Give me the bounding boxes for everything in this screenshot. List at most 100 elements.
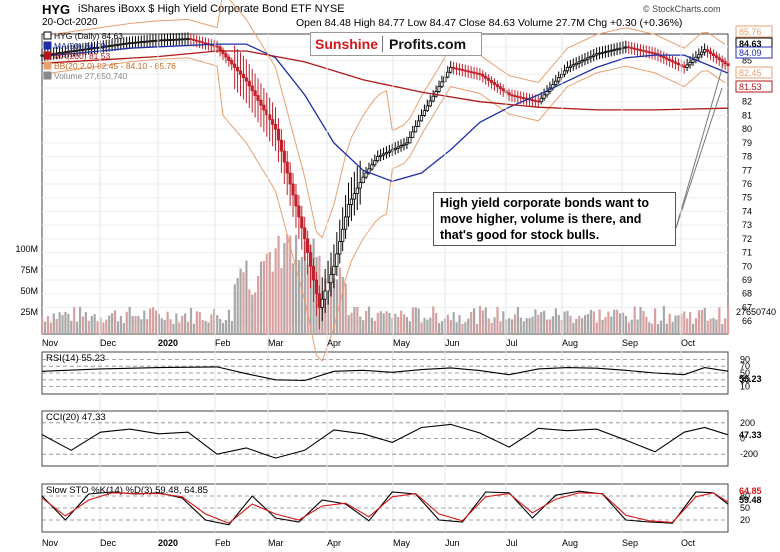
x-axis-label-top: Oct xyxy=(681,338,696,348)
volume-bar xyxy=(519,317,522,334)
volume-bar xyxy=(557,315,560,334)
price-candle-body xyxy=(668,58,672,61)
chart-date: 20-Oct-2020 xyxy=(42,17,98,28)
price-candle-body xyxy=(323,290,327,300)
price-axis-tick: 67 xyxy=(742,302,752,312)
volume-bar xyxy=(303,241,306,334)
price-candle-body xyxy=(151,40,155,42)
volume-axis-tick: 100M xyxy=(15,244,38,254)
price-candle-body xyxy=(171,38,175,41)
price-candle-body xyxy=(662,56,666,59)
price-candle-body xyxy=(519,96,523,99)
volume-bar xyxy=(146,319,149,334)
volume-bar xyxy=(96,321,99,334)
volume-bar xyxy=(473,308,476,334)
x-axis-label-bottom: Apr xyxy=(327,538,341,548)
volume-axis-tick: 75M xyxy=(20,265,38,275)
volume-bar xyxy=(516,307,520,334)
volume-bar xyxy=(423,317,426,334)
x-axis-label-top: Mar xyxy=(268,338,284,348)
price-candle-body xyxy=(592,54,596,57)
volume-bar xyxy=(119,315,123,334)
volume-bar xyxy=(551,316,555,334)
price-candle-body xyxy=(230,60,234,65)
price-axis-tick: 80 xyxy=(742,124,752,134)
price-candle-body xyxy=(364,172,368,178)
ma50-line xyxy=(41,43,729,182)
price-candle-body xyxy=(705,49,710,53)
volume-bar xyxy=(344,283,347,334)
price-candle-body xyxy=(650,51,654,54)
price-candle-body xyxy=(250,85,254,92)
price-candle-body xyxy=(554,80,558,85)
price-candle-body xyxy=(586,57,590,60)
price-candle-body xyxy=(638,49,643,51)
volume-bar xyxy=(391,317,394,334)
volume-bar xyxy=(671,321,674,334)
volume-bar xyxy=(43,321,47,334)
price-candle-body xyxy=(428,100,432,107)
price-candle-body xyxy=(125,42,129,45)
volume-bar xyxy=(581,318,584,334)
price-candle-body xyxy=(589,56,593,59)
volume-bar xyxy=(365,310,368,334)
volume-bar xyxy=(548,319,552,334)
price-candle-body xyxy=(635,48,640,51)
price-candle-body xyxy=(276,128,281,141)
volume-bar xyxy=(236,277,239,334)
volume-bar xyxy=(213,308,216,334)
volume-bar xyxy=(134,316,137,334)
price-candle-body xyxy=(703,49,707,53)
volume-bar xyxy=(207,322,210,334)
volume-bar xyxy=(402,314,406,334)
volume-bar xyxy=(432,306,435,334)
volume-bar xyxy=(151,307,155,334)
price-candle-body xyxy=(177,38,181,41)
volume-bar xyxy=(630,319,633,334)
volume-bar xyxy=(248,289,251,334)
volume-bar xyxy=(583,315,587,334)
volume-bar xyxy=(210,314,213,334)
volume-bar xyxy=(367,306,371,334)
volume-bar xyxy=(654,308,657,334)
volume-bar xyxy=(125,311,128,334)
price-candle-body xyxy=(670,60,675,63)
volume-bar xyxy=(534,309,537,334)
price-candle-body xyxy=(419,115,424,122)
price-candle-body xyxy=(495,84,499,88)
price-candle-body xyxy=(481,73,485,77)
volume-bar xyxy=(52,313,55,334)
volume-bar xyxy=(251,294,254,334)
volume-bar xyxy=(195,311,198,334)
volume-bar xyxy=(668,313,671,334)
volume-bar xyxy=(435,312,438,334)
volume-bar xyxy=(359,316,362,334)
price-candle-body xyxy=(510,94,514,97)
volume-bar xyxy=(478,306,482,334)
price-candle-body xyxy=(530,99,535,102)
legend-swatch xyxy=(43,41,52,50)
price-candle-body xyxy=(355,187,359,195)
price-candle-body xyxy=(233,63,237,68)
volume-bar xyxy=(496,306,499,334)
volume-bar xyxy=(656,323,660,334)
price-candle-body xyxy=(612,49,616,51)
volume-bar xyxy=(689,312,692,334)
volume-bar xyxy=(131,316,134,334)
price-candle-body xyxy=(87,48,91,50)
price-candle-body xyxy=(110,44,114,47)
price-candle-body xyxy=(489,80,494,83)
price-candle-body xyxy=(303,227,307,240)
logo-profits-text: Profits.com xyxy=(389,36,467,52)
indicator-axis-tick: 50 xyxy=(740,368,750,378)
volume-bar xyxy=(417,308,420,334)
volume-bar xyxy=(309,245,312,334)
price-candle-body xyxy=(475,72,479,75)
indicator-title: Slow STO %K(14) %D(3) 59.48, 64.85 xyxy=(46,485,208,496)
indicator-axis-tick: 70 xyxy=(740,361,750,371)
price-candle-body xyxy=(416,120,421,127)
price-candle-body xyxy=(647,51,651,54)
price-axis-tick: 75 xyxy=(742,193,752,203)
volume-bar xyxy=(329,267,333,334)
volume-bar xyxy=(271,271,274,334)
